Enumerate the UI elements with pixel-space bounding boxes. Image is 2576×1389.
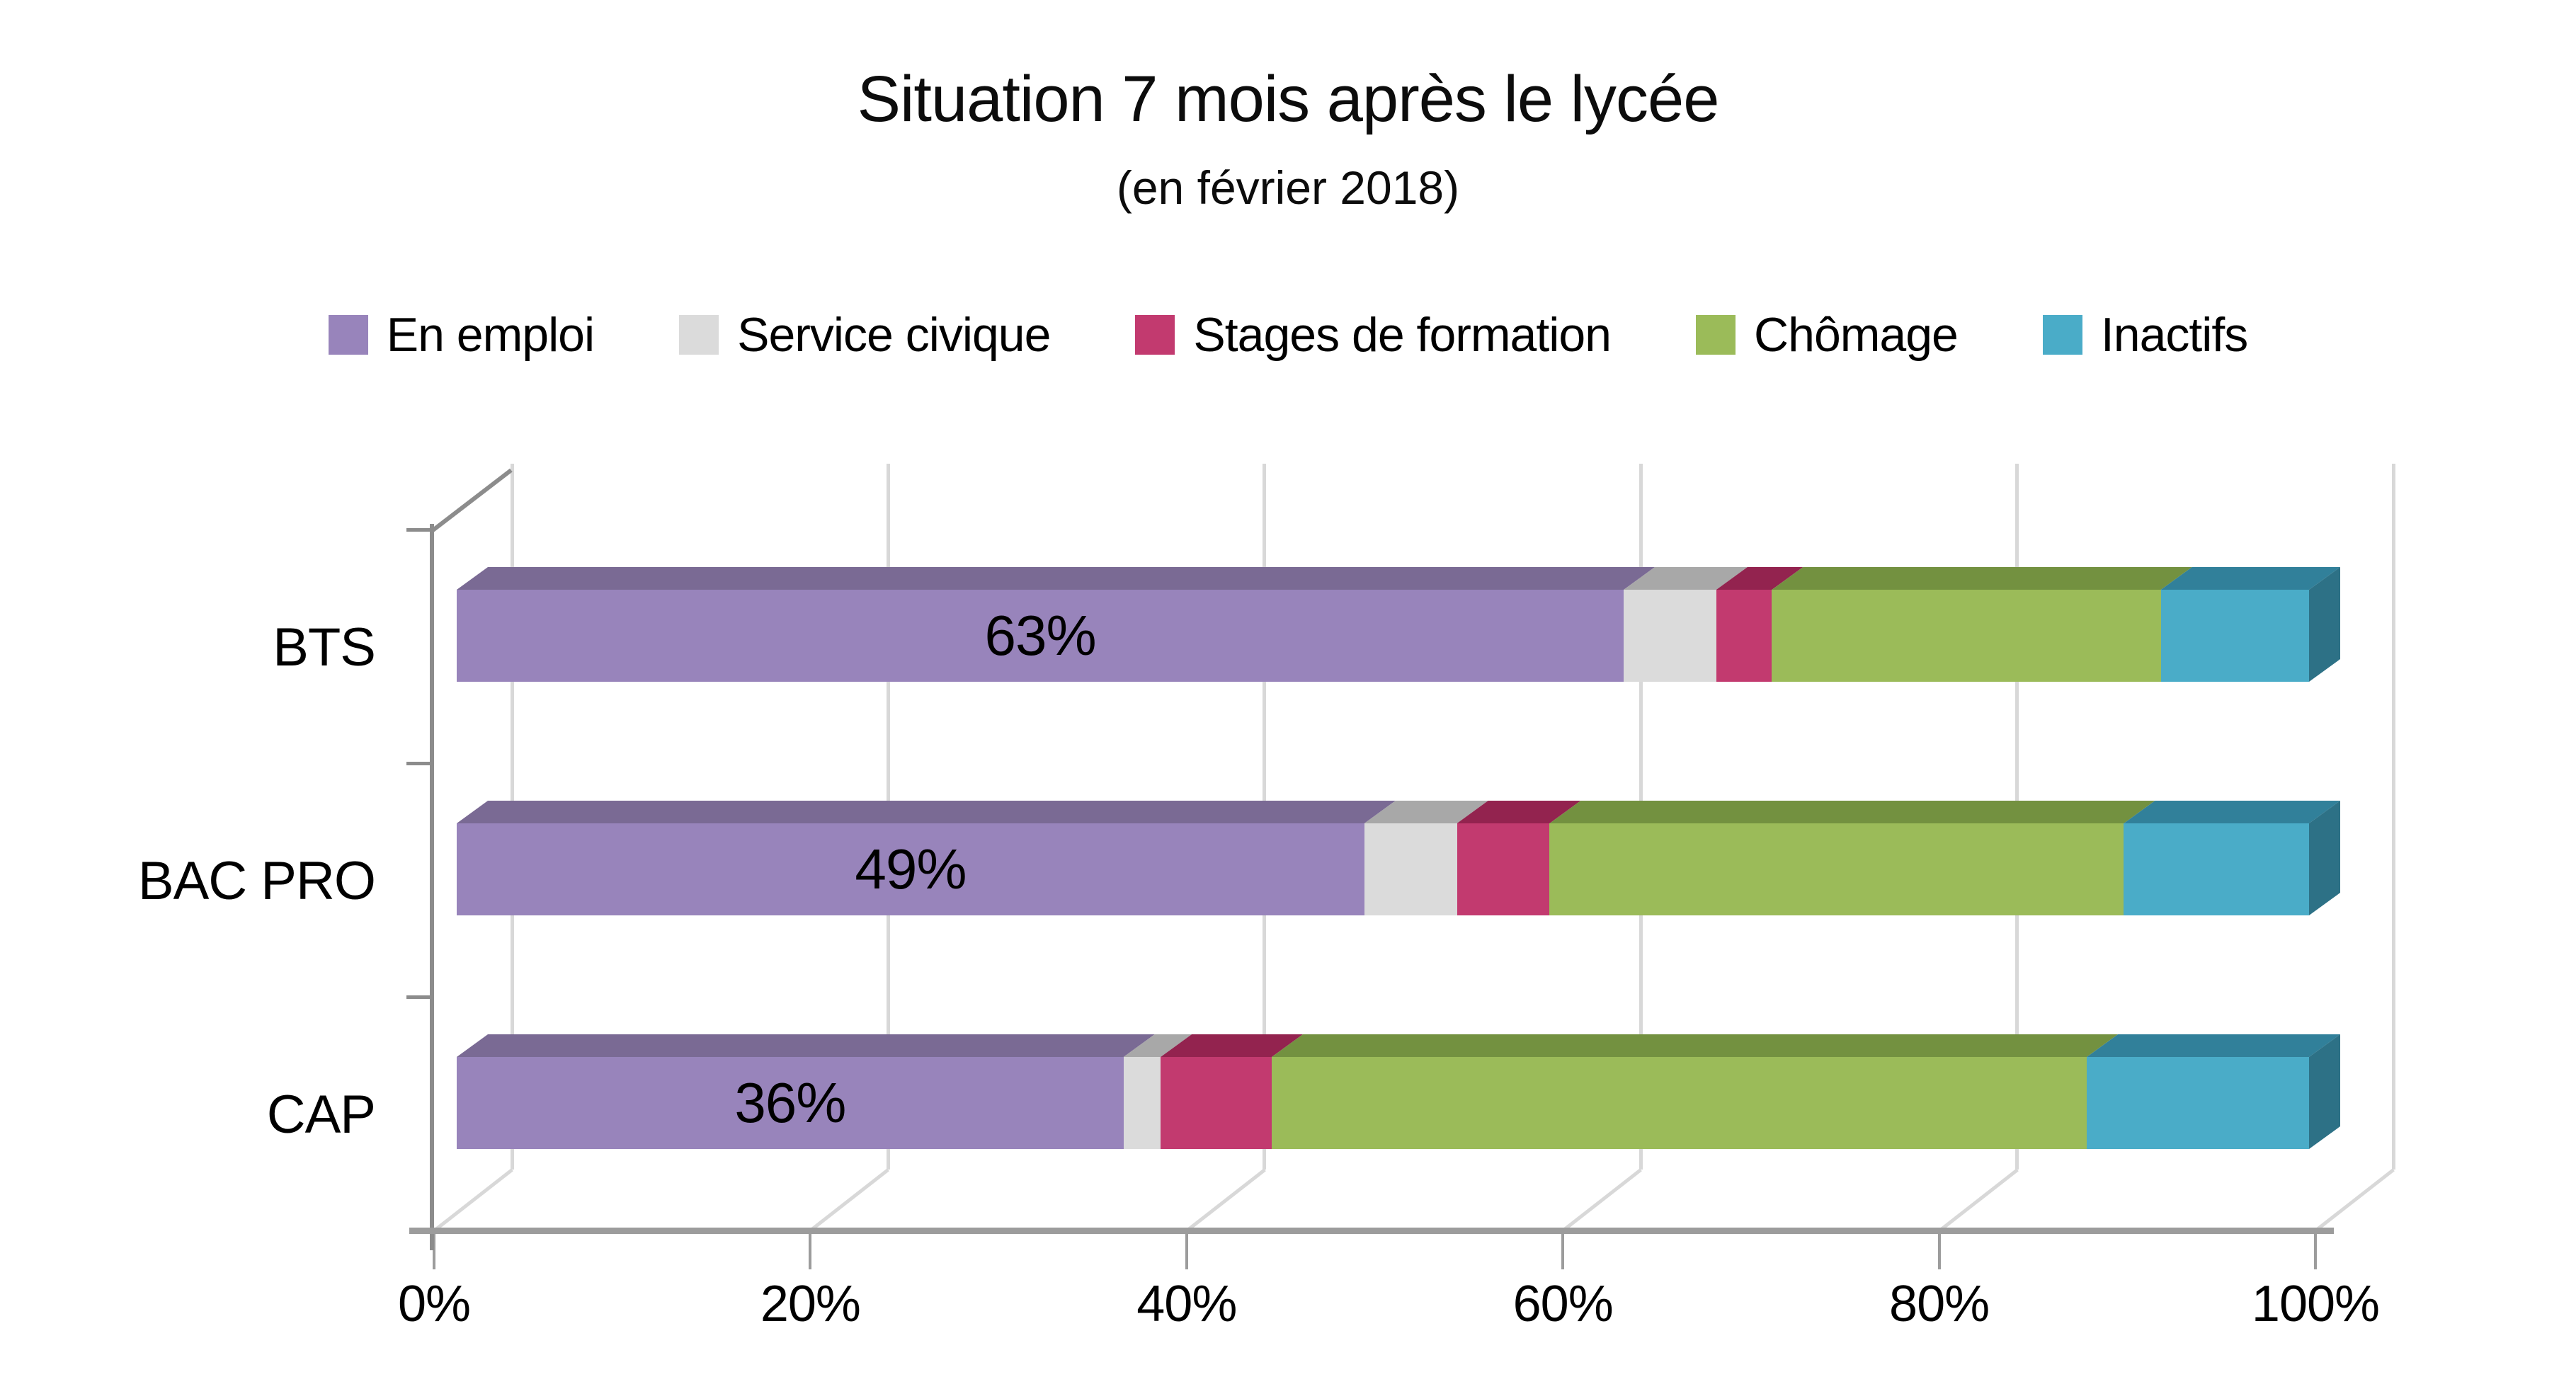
bar-value-label: 49%	[855, 838, 967, 901]
legend-label: Inactifs	[2100, 308, 2248, 362]
category-label-bac-pro: BAC PRO	[137, 851, 376, 911]
legend-item-chomage: Chômage	[1696, 307, 1959, 363]
legend-swatch-en-emploi	[328, 315, 368, 355]
bar-segment-En emploi	[457, 1057, 1124, 1149]
legend-item-stages-de-formation: Stages de formation	[1135, 307, 1612, 363]
legend-swatch-inactifs	[2042, 315, 2082, 355]
bar-segment-Inactifs	[2124, 823, 2309, 915]
legend-label: En emploi	[386, 308, 595, 362]
x-axis-tick-label: 80%	[1889, 1276, 1990, 1332]
legend-label: Chômage	[1754, 308, 1959, 362]
bar-segment-top-Chômage	[1549, 801, 2155, 823]
gridline-floor-segment	[2314, 1167, 2395, 1232]
bar-segment-Stages de formation	[1161, 1057, 1273, 1149]
bar-segment-Inactifs	[2087, 1057, 2309, 1149]
x-axis-tick-label: 100%	[2251, 1276, 2380, 1332]
bar-side-face	[2309, 567, 2340, 682]
legend-swatch-service-civique	[679, 315, 719, 355]
x-axis-tick-label: 20%	[760, 1276, 861, 1332]
bar-segment-top-En emploi	[457, 1034, 1155, 1057]
chart-subtitle: (en février 2018)	[1116, 161, 1460, 214]
legend-label: Service civique	[737, 308, 1051, 362]
category-label-cap: CAP	[266, 1085, 376, 1145]
bar-side-face	[2309, 1034, 2340, 1149]
bar-segment-Chômage	[1272, 1057, 2088, 1149]
x-axis-tick	[809, 1234, 812, 1269]
value-axis-baseline	[409, 1228, 2334, 1234]
gridline-floor-segment	[433, 1167, 513, 1232]
category-tick	[406, 528, 432, 532]
bar-side-face	[2309, 801, 2340, 915]
bar-segment-Stages de formation	[1716, 590, 1773, 682]
gridline	[2391, 464, 2395, 1170]
bar-segment-top-Inactifs	[2087, 1034, 2340, 1057]
x-axis-tick	[1561, 1234, 1565, 1269]
axis-top-depth-line	[431, 468, 513, 533]
bar-segment-top-En emploi	[457, 801, 1396, 823]
x-axis-tick-label: 40%	[1136, 1276, 1237, 1332]
category-axis-line	[430, 524, 434, 1250]
x-axis-tick-label: 0%	[397, 1276, 471, 1332]
x-axis-tick-label: 60%	[1512, 1276, 1614, 1332]
bar-segment-En emploi	[457, 590, 1625, 682]
legend-item-inactifs: Inactifs	[2042, 307, 2248, 363]
gridline-floor-segment	[1185, 1167, 1266, 1232]
gridline-floor-segment	[809, 1167, 890, 1232]
legend-item-en-emploi: En emploi	[328, 307, 595, 363]
gridline-floor-segment	[1561, 1167, 1643, 1232]
x-axis-tick	[1937, 1234, 1941, 1269]
bar-value-label: 63%	[984, 604, 1096, 667]
legend-swatch-stages-de-formation	[1135, 315, 1175, 355]
x-axis-tick	[1185, 1234, 1188, 1269]
legend-swatch-chomage	[1696, 315, 1736, 355]
bar-segment-En emploi	[457, 823, 1365, 915]
bar-segment-Chômage	[1549, 823, 2125, 915]
bar-segment-top-Inactifs	[2160, 567, 2340, 590]
gridline-floor-segment	[1938, 1167, 2019, 1232]
bar-segment-Inactifs	[2160, 590, 2309, 682]
bar-value-label: 36%	[734, 1071, 846, 1134]
bar-segment-Chômage	[1772, 590, 2162, 682]
legend-item-service-civique: Service civique	[679, 307, 1051, 363]
category-label-bts: BTS	[273, 617, 376, 678]
category-tick	[406, 762, 432, 765]
bar-segment-Service civique	[1624, 590, 1717, 682]
category-tick	[406, 995, 432, 999]
bar-segment-top-Chômage	[1272, 1034, 2119, 1057]
chart-title: Situation 7 mois après le lycée	[857, 63, 1720, 135]
bar-segment-top-En emploi	[457, 567, 1655, 590]
bar-segment-Service civique	[1123, 1057, 1162, 1149]
legend-label: Stages de formation	[1193, 308, 1612, 362]
x-axis-tick	[433, 1234, 435, 1269]
bar-segment-top-Inactifs	[2124, 801, 2340, 823]
bar-segment-Service civique	[1364, 823, 1458, 915]
chart-legend: En emploi Service civique Stages de form…	[0, 303, 2576, 367]
bar-segment-Stages de formation	[1457, 823, 1551, 915]
x-axis-tick	[2314, 1234, 2317, 1269]
bar-segment-top-Chômage	[1772, 567, 2192, 590]
